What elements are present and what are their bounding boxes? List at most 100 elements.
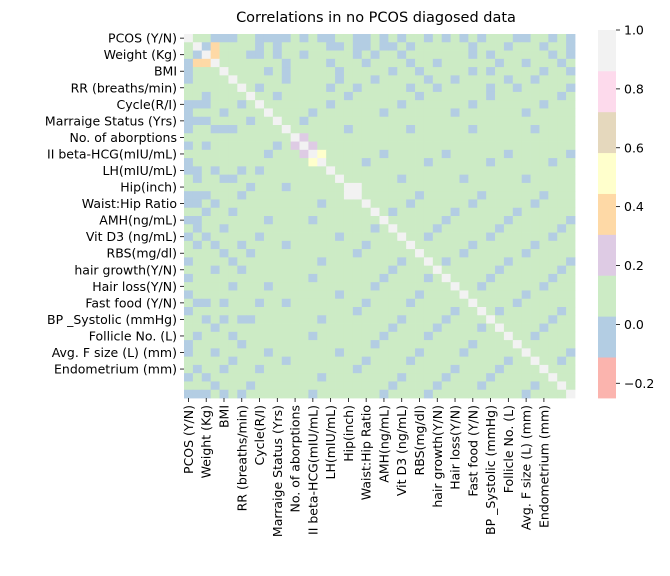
heatmap-cell (423, 348, 434, 358)
heatmap-cell (263, 232, 274, 242)
heatmap-cell (495, 249, 505, 258)
heatmap-cell (317, 257, 327, 267)
heatmap-cell (370, 108, 380, 118)
heatmap-cell (423, 141, 434, 151)
heatmap-cell (219, 273, 229, 283)
heatmap-cell (477, 249, 487, 258)
heatmap-cell (530, 42, 540, 51)
heatmap-cell (308, 174, 318, 184)
heatmap-cell (343, 249, 354, 258)
heatmap-cell (290, 42, 300, 51)
heatmap-cell (201, 273, 212, 283)
heatmap-cell (370, 67, 380, 76)
heatmap-cell (530, 75, 540, 85)
heatmap-cell (397, 249, 407, 258)
heatmap-cell (184, 149, 194, 159)
heatmap-cell (397, 42, 407, 51)
heatmap-cell (512, 290, 523, 300)
heatmap-cell (539, 348, 549, 358)
heatmap-cell (210, 116, 220, 126)
heatmap-cell (486, 158, 496, 167)
heatmap-cell (237, 331, 247, 341)
heatmap-cell (495, 381, 505, 391)
heatmap-cell (486, 373, 496, 382)
heatmap-cell (326, 315, 336, 324)
heatmap-cell (192, 50, 203, 60)
heatmap-cell (486, 331, 496, 341)
heatmap-cell (237, 133, 247, 142)
heatmap-cell (468, 216, 478, 225)
heatmap-cell (308, 166, 318, 176)
heatmap-cell (415, 331, 425, 341)
heatmap-cell (548, 166, 558, 176)
heatmap-cell (423, 158, 434, 167)
heatmap-cell (521, 240, 531, 250)
heatmap-cell (521, 216, 531, 225)
heatmap-cell (539, 91, 549, 101)
heatmap-cell (468, 389, 478, 399)
heatmap-cell (521, 125, 531, 134)
heatmap-cell (423, 323, 434, 333)
heatmap-cell (477, 75, 487, 85)
heatmap-cell (557, 158, 567, 167)
heatmap-cell (495, 356, 505, 366)
heatmap-cell (468, 125, 478, 134)
heatmap-cell (210, 282, 220, 291)
heatmap-cell (512, 67, 523, 76)
heatmap-cell (263, 34, 274, 43)
heatmap-cell (459, 149, 469, 159)
heatmap-cell (210, 83, 220, 93)
heatmap-cell (530, 125, 540, 134)
heatmap-cell (468, 149, 478, 159)
heatmap-cell (361, 224, 372, 233)
heatmap-cell (263, 91, 274, 101)
heatmap-cell (415, 158, 425, 167)
heatmap-cell (219, 133, 229, 142)
heatmap-cell (512, 356, 523, 366)
heatmap-cell (281, 207, 292, 217)
heatmap-cell (361, 381, 372, 391)
heatmap-cell (343, 58, 354, 68)
heatmap-cell (521, 207, 531, 217)
heatmap-cell (468, 273, 478, 283)
heatmap-cell (477, 224, 487, 233)
heatmap-cell (495, 75, 505, 85)
heatmap-cell (379, 381, 389, 391)
heatmap-cell (370, 216, 380, 225)
heatmap-cell (237, 282, 247, 291)
heatmap-cell (237, 307, 247, 316)
heatmap-cell (326, 232, 336, 242)
heatmap-cell (335, 182, 345, 192)
heatmap-cell (210, 373, 220, 382)
heatmap-cell (361, 100, 372, 109)
heatmap-cell (379, 257, 389, 267)
heatmap-cell (290, 91, 300, 101)
heatmap-cell (397, 298, 407, 308)
heatmap-cell (432, 67, 443, 76)
heatmap-cell (450, 273, 460, 283)
heatmap-cell (379, 199, 389, 209)
heatmap-cell (299, 364, 309, 374)
heatmap-cell (201, 108, 212, 118)
heatmap-cell (237, 315, 247, 324)
heatmap-cell (237, 323, 247, 333)
heatmap-cell (468, 240, 478, 250)
heatmap-cell (423, 125, 434, 134)
heatmap-cell (246, 307, 256, 316)
heatmap-cell (370, 249, 380, 258)
heatmap-cell (201, 158, 212, 167)
heatmap-cell (388, 141, 398, 151)
heatmap-cell (486, 240, 496, 250)
heatmap-cell (477, 182, 487, 192)
heatmap-cell (219, 364, 229, 374)
heatmap-cell (210, 240, 220, 250)
heatmap-cell (343, 323, 354, 333)
heatmap-cell (495, 182, 505, 192)
heatmap-cell (539, 116, 549, 126)
heatmap-cell (352, 34, 363, 43)
y-tick-label: Vit D3 (ng/mL) (86, 229, 177, 244)
heatmap-cell (317, 224, 327, 233)
heatmap-cell (246, 224, 256, 233)
heatmap-cell (530, 381, 540, 391)
heatmap-cell (184, 75, 194, 85)
